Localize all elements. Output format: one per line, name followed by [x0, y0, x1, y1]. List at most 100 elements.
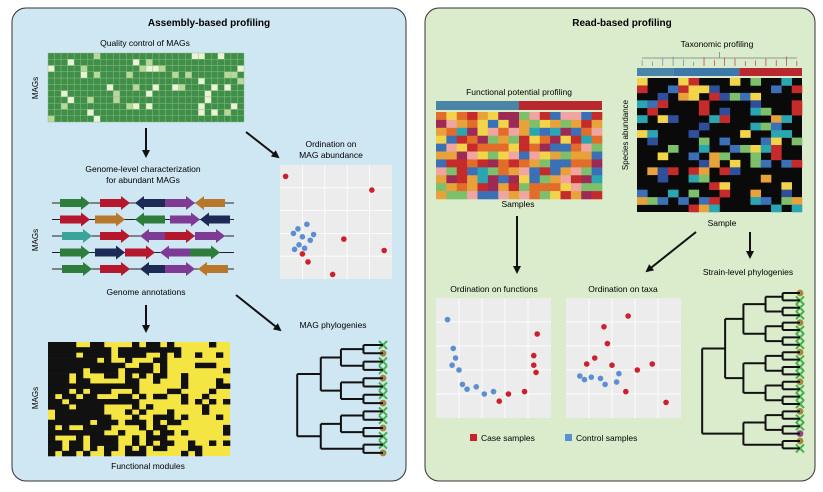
tax-cell [740, 145, 751, 153]
func-cell [560, 159, 572, 168]
tax-cell [729, 145, 741, 153]
qc-cell [126, 59, 134, 66]
module-cell [132, 399, 140, 405]
module-cell [90, 440, 98, 446]
qc-cell [67, 115, 75, 123]
qc-cell [204, 65, 212, 73]
qc-cell [198, 65, 205, 73]
func-cell [508, 167, 520, 176]
func-cell [570, 159, 582, 168]
qc-cell [47, 90, 55, 98]
module-cell [146, 367, 154, 374]
arrow-to-phylogenies [235, 294, 282, 332]
module-cell [146, 342, 154, 348]
qc-cell [191, 59, 199, 66]
case-point [329, 271, 336, 278]
tax-cell [688, 174, 700, 183]
qc-cell [224, 96, 232, 104]
qc-cell [67, 59, 75, 66]
module-cell [139, 409, 147, 415]
qc-cell [139, 115, 147, 123]
qc-cell [54, 96, 62, 104]
tax-cell [698, 137, 710, 146]
func-cell [539, 119, 551, 129]
qc-cell [145, 52, 153, 60]
qc-cell [178, 90, 186, 98]
module-cell [195, 352, 203, 358]
module-cell [69, 342, 77, 348]
qc-cell [184, 52, 192, 60]
func-cell [570, 112, 582, 121]
case-point [591, 355, 598, 361]
module-cell [153, 414, 161, 421]
tax-cell [781, 130, 792, 138]
module-cell [62, 367, 70, 374]
module-cell [55, 404, 63, 410]
func-cell [498, 167, 509, 176]
func-cell [456, 175, 468, 184]
qc-cell [67, 109, 75, 116]
qc-cell [100, 102, 108, 110]
qc-cell [126, 84, 134, 91]
tax-cell [781, 78, 792, 86]
qc-cell [67, 77, 75, 85]
qc-cell [145, 115, 153, 123]
module-cell [62, 404, 70, 410]
tax-cell [750, 189, 762, 198]
module-cell [181, 450, 189, 457]
module-cell [167, 388, 175, 395]
module-cell [97, 435, 105, 441]
module-cell [167, 440, 175, 446]
qc-cell [145, 59, 153, 66]
module-cell [132, 450, 140, 457]
module-cell [146, 430, 154, 436]
tax-cell [709, 92, 720, 101]
case-point [534, 331, 540, 337]
control-point [602, 381, 608, 388]
func-cell [498, 151, 509, 160]
gene-arrow [62, 229, 92, 243]
qc-cell [204, 59, 212, 66]
qc-cell [165, 102, 173, 110]
qc-cell [184, 96, 192, 104]
tax-cell [667, 167, 679, 176]
qc-cell [47, 59, 55, 66]
func-cell [570, 191, 582, 200]
qc-cell [165, 84, 173, 91]
group-bar-control [436, 101, 519, 110]
module-cell [90, 414, 98, 421]
module-cell [111, 362, 119, 369]
tax-cell [740, 130, 751, 138]
qc-cell [100, 77, 108, 85]
qc-cell [86, 96, 94, 104]
gene-arrow [125, 245, 155, 260]
tax-cell [781, 115, 792, 123]
assembly-panel-title: Assembly-based profiling [148, 18, 270, 29]
func-cell [487, 167, 499, 176]
species-abundance-label: Species abundance [621, 99, 630, 170]
func-cell [519, 167, 530, 176]
tax-cell [667, 189, 679, 198]
tax-cell [637, 189, 648, 198]
tax-group-bar [739, 68, 802, 76]
module-cell [97, 362, 105, 369]
legend-case-swatch [470, 434, 477, 441]
qc-cell [211, 52, 219, 60]
func-cell [446, 112, 458, 121]
tax-cell [771, 137, 782, 146]
tax-cell [719, 92, 731, 101]
samples-label: Samples [501, 199, 534, 209]
qc-cell [198, 109, 205, 116]
qc-cell [100, 71, 108, 79]
tax-cell [729, 92, 741, 101]
module-cell [62, 362, 70, 369]
module-cell [118, 393, 126, 400]
qc-cell [93, 115, 101, 123]
func-cell [498, 159, 509, 168]
func-cell [498, 112, 509, 121]
tax-cell [637, 115, 648, 123]
qc-cell [230, 84, 238, 91]
tax-cell [678, 85, 689, 94]
module-cell [90, 352, 98, 358]
module-cell [97, 383, 105, 389]
